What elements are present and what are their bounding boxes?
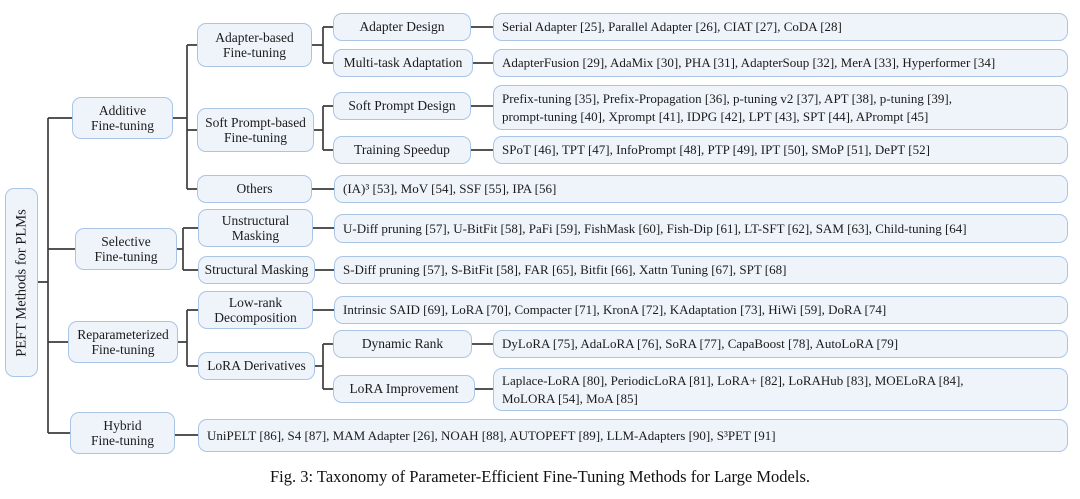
node-lora-derivatives: LoRA Derivatives	[198, 352, 315, 380]
node-adapter-design: Adapter Design	[333, 13, 471, 41]
node-low-rank-decomposition: Low-rank Decomposition	[198, 291, 313, 329]
leaf-multi-task-adaptation-methods: AdapterFusion [29], AdaMix [30], PHA [31…	[493, 49, 1068, 77]
node-others: Others	[197, 175, 312, 203]
node-lora-improvement: LoRA Improvement	[333, 375, 475, 403]
leaf-lora-improvement-methods: Laplace-LoRA [80], PeriodicLoRA [81], Lo…	[493, 368, 1068, 411]
figure-caption: Fig. 3: Taxonomy of Parameter-Efficient …	[269, 467, 811, 486]
node-hybrid-fine-tuning: Hybrid Fine-tuning	[70, 412, 175, 454]
leaf-hybrid-fine-tuning-methods: UniPELT [86], S4 [87], MAM Adapter [26],…	[198, 419, 1068, 452]
node-structural-masking: Structural Masking	[198, 256, 315, 284]
leaf-dynamic-rank-methods: DyLoRA [75], AdaLoRA [76], SoRA [77], Ca…	[493, 330, 1068, 358]
node-peft-root-label: PEFT Methods for PLMs	[13, 208, 30, 357]
node-additive-fine-tuning: Additive Fine-tuning	[72, 97, 173, 139]
node-unstructural-masking: Unstructural Masking	[198, 209, 313, 247]
leaf-adapter-design-methods: Serial Adapter [25], Parallel Adapter [2…	[493, 13, 1068, 41]
node-dynamic-rank: Dynamic Rank	[333, 330, 472, 358]
node-soft-prompt-design: Soft Prompt Design	[333, 92, 471, 120]
leaf-training-speedup-methods: SPoT [46], TPT [47], InfoPrompt [48], PT…	[493, 136, 1068, 164]
node-adapter-based-fine-tuning: Adapter-based Fine-tuning	[197, 23, 312, 67]
leaf-structural-masking-methods: S-Diff pruning [57], S-BitFit [58], FAR …	[334, 256, 1068, 284]
node-reparameterized-fine-tuning: Reparameterized Fine-tuning	[68, 321, 178, 363]
leaf-unstructural-masking-methods: U-Diff pruning [57], U-BitFit [58], PaFi…	[334, 214, 1068, 243]
node-multi-task-adaptation: Multi-task Adaptation	[333, 49, 473, 77]
leaf-others-methods: (IA)³ [53], MoV [54], SSF [55], IPA [56]	[334, 175, 1068, 203]
node-training-speedup: Training Speedup	[333, 136, 471, 164]
leaf-low-rank-decomposition-methods: Intrinsic SAID [69], LoRA [70], Compacte…	[334, 296, 1068, 324]
node-soft-prompt-based-fine-tuning: Soft Prompt-based Fine-tuning	[197, 108, 314, 152]
node-peft-root: PEFT Methods for PLMs	[5, 188, 38, 377]
leaf-soft-prompt-design-methods: Prefix-tuning [35], Prefix-Propagation […	[493, 85, 1068, 130]
node-selective-fine-tuning: Selective Fine-tuning	[75, 228, 177, 270]
